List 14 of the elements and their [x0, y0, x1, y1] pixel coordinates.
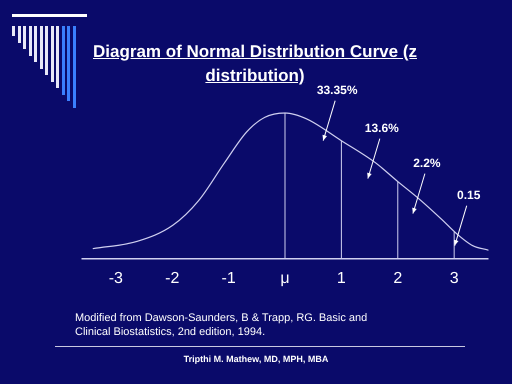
x-tick-label: μ — [280, 270, 290, 287]
x-tick-label: 1 — [336, 270, 346, 287]
annotation: 2.2% — [413, 156, 441, 170]
x-tick-label: -2 — [165, 270, 180, 287]
text: Modified from Dawson-Saunders, B & Trapp, RG. Basic and Clinical Biostatistics, 2nd edition, 1994. — [75, 311, 368, 339]
chart-title: Diagram of Normal Distribution Curve (z distribution) — [93, 42, 417, 85]
text: Tripthi M. Mathew, MD, MPH, MBA — [182, 354, 330, 364]
annotation: 0.15 — [457, 188, 481, 202]
x-tick-label: -1 — [221, 270, 236, 287]
annotation: 13.6% — [364, 120, 400, 135]
text: 33.35% — [316, 83, 358, 98]
x-tick-label: -3 — [108, 270, 124, 287]
x-tick-label: 3 — [450, 270, 459, 287]
x-tick-label: 2 — [393, 270, 402, 287]
